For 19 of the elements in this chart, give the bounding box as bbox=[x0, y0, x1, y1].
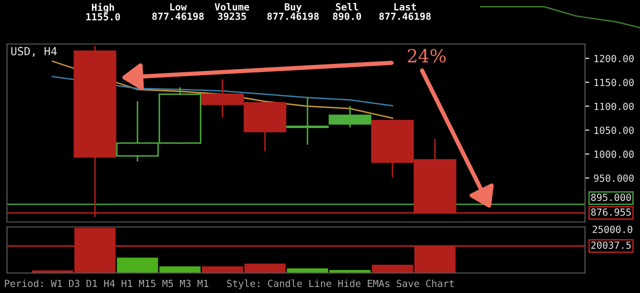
text: Low 877.46198 bbox=[152, 3, 204, 20]
ref-line-label: 876.955 bbox=[591, 208, 631, 216]
text: Last 877.46198 bbox=[379, 3, 431, 20]
y-tick-label: 1000.00 bbox=[594, 150, 634, 158]
y-tick-label: 950.000 bbox=[594, 174, 634, 182]
text: Sell 890.0 bbox=[332, 3, 362, 20]
text: High 1155.0 bbox=[86, 2, 120, 20]
y-tick-label: 1200.00 bbox=[594, 54, 634, 62]
text: Buy 877.46198 bbox=[267, 3, 319, 20]
annotation: 24% bbox=[408, 48, 446, 63]
text: 20037.5 bbox=[591, 241, 631, 249]
ref-line-label: 895.000 bbox=[591, 194, 631, 202]
text: Volume 39235 bbox=[214, 3, 250, 20]
y-tick-label: 1050.00 bbox=[594, 126, 634, 134]
y-tick-label: 1100.00 bbox=[594, 102, 634, 110]
text: Period: W1 D3 D1 H4 H1 M15 M5 M3 M1 Style: Candle Line Hide EMAs Save Chart bbox=[4, 280, 454, 289]
text: 25000.0 bbox=[592, 226, 632, 234]
chart-title: USD, H4 bbox=[11, 46, 57, 57]
y-tick-label: 1150.00 bbox=[594, 78, 634, 86]
